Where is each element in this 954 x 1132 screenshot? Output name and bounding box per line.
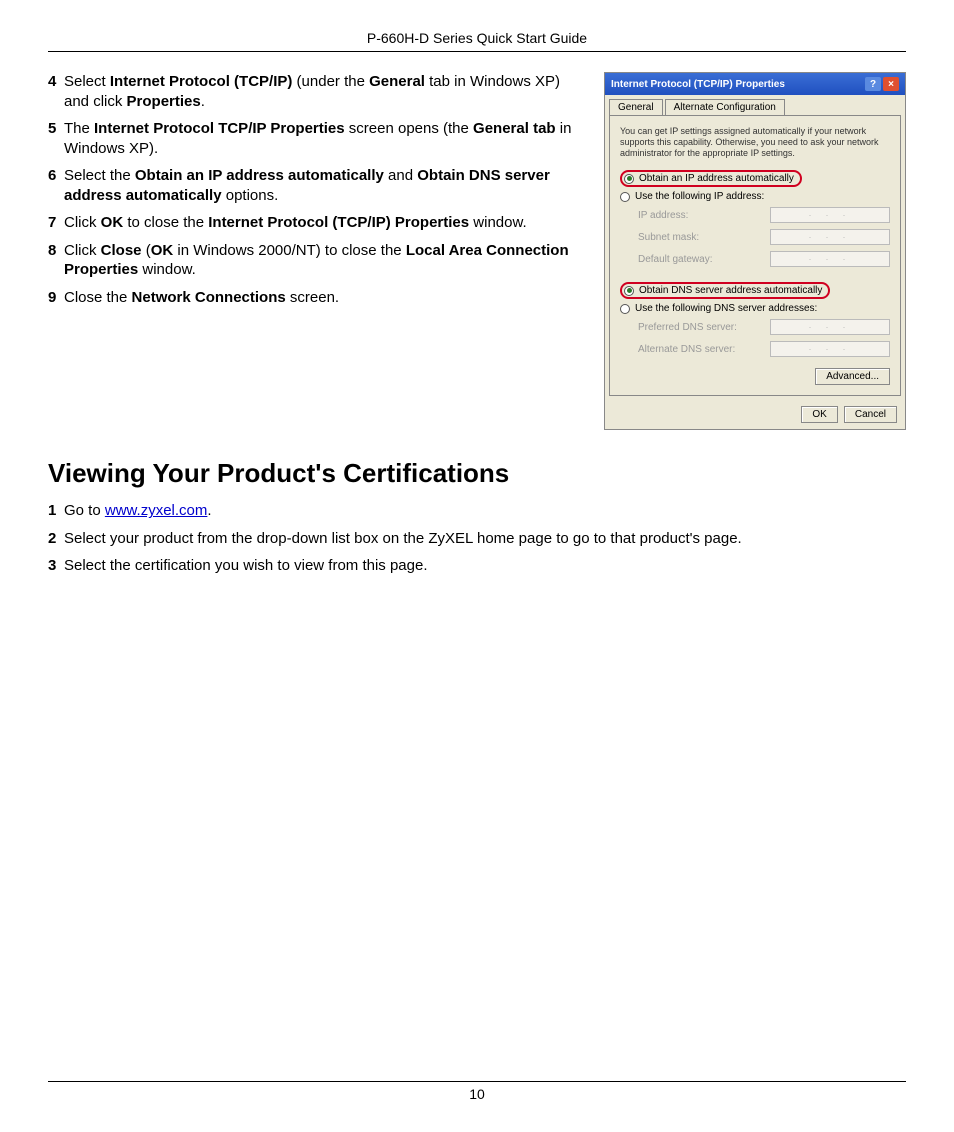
radio-ip-manual-label: Use the following IP address: [635, 191, 764, 202]
ok-button[interactable]: OK [801, 406, 837, 423]
external-link[interactable]: www.zyxel.com [105, 502, 208, 519]
mask-label: Subnet mask: [638, 232, 699, 243]
section-heading: Viewing Your Product's Certifications [48, 458, 906, 489]
step-text: Go to www.zyxel.com. [64, 501, 906, 521]
advanced-button[interactable]: Advanced... [815, 368, 890, 385]
step-item: 3Select the certification you wish to vi… [48, 556, 906, 576]
bold-text: Properties [127, 93, 201, 110]
step-item: 9Close the Network Connections screen. [48, 288, 588, 308]
page-number: 10 [48, 1081, 906, 1102]
tab-alternate[interactable]: Alternate Configuration [665, 99, 785, 115]
close-icon[interactable]: × [883, 77, 899, 91]
radio-icon [624, 174, 634, 184]
radio-ip-manual-row[interactable]: Use the following IP address: [620, 189, 890, 204]
step-number: 2 [48, 529, 64, 549]
bold-text: Internet Protocol (TCP/IP) [110, 73, 293, 90]
step-number: 1 [48, 501, 64, 521]
dialog-description: You can get IP settings assigned automat… [620, 126, 890, 158]
cancel-button[interactable]: Cancel [844, 406, 897, 423]
bold-text: OK [151, 242, 174, 259]
step-text: Select the certification you wish to vie… [64, 556, 906, 576]
steps-list-2: 1Go to www.zyxel.com.2Select your produc… [48, 501, 906, 576]
step-number: 3 [48, 556, 64, 576]
dns1-label: Preferred DNS server: [638, 322, 737, 333]
step-text: The Internet Protocol TCP/IP Properties … [64, 119, 588, 158]
ip-label: IP address: [638, 210, 688, 221]
step-number: 9 [48, 288, 64, 308]
step-item: 2Select your product from the drop-down … [48, 529, 906, 549]
radio-ip-auto-row[interactable]: Obtain an IP address automatically [620, 168, 890, 189]
dns2-input[interactable]: . . . [770, 341, 890, 357]
radio-icon [624, 286, 634, 296]
ip-input[interactable]: . . . [770, 207, 890, 223]
radio-dns-auto-row[interactable]: Obtain DNS server address automatically [620, 280, 890, 301]
gw-label: Default gateway: [638, 254, 713, 265]
step-number: 6 [48, 166, 64, 205]
step-number: 7 [48, 213, 64, 233]
step-text: Select your product from the drop-down l… [64, 529, 906, 549]
tab-general[interactable]: General [609, 99, 663, 115]
step-text: Close the Network Connections screen. [64, 288, 588, 308]
bold-text: General [369, 73, 425, 90]
bold-text: OK [101, 214, 124, 231]
dialog-titlebar: Internet Protocol (TCP/IP) Properties ? … [605, 73, 905, 95]
field-gw: Default gateway: . . . [620, 248, 890, 270]
radio-dns-manual-label: Use the following DNS server addresses: [635, 303, 817, 314]
step-text: Click Close (OK in Windows 2000/NT) to c… [64, 241, 588, 280]
bold-text: Internet Protocol TCP/IP Properties [94, 120, 345, 137]
mask-input[interactable]: . . . [770, 229, 890, 245]
bold-text: Network Connections [132, 289, 286, 306]
field-dns2: Alternate DNS server: . . . [620, 338, 890, 360]
tcpip-properties-dialog: Internet Protocol (TCP/IP) Properties ? … [604, 72, 906, 430]
bold-text: Obtain an IP address automatically [135, 167, 384, 184]
gw-input[interactable]: . . . [770, 251, 890, 267]
step-text: Select Internet Protocol (TCP/IP) (under… [64, 72, 588, 111]
steps-list-1: 4Select Internet Protocol (TCP/IP) (unde… [48, 72, 588, 430]
field-dns1: Preferred DNS server: . . . [620, 316, 890, 338]
page-header: P-660H-D Series Quick Start Guide [48, 30, 906, 52]
bold-text: General tab [473, 120, 556, 137]
radio-ip-auto-label: Obtain an IP address automatically [639, 173, 794, 184]
step-item: 8Click Close (OK in Windows 2000/NT) to … [48, 241, 588, 280]
field-mask: Subnet mask: . . . [620, 226, 890, 248]
step-item: 1Go to www.zyxel.com. [48, 501, 906, 521]
radio-icon [620, 192, 630, 202]
radio-dns-manual-row[interactable]: Use the following DNS server addresses: [620, 301, 890, 316]
step-item: 7Click OK to close the Internet Protocol… [48, 213, 588, 233]
step-number: 4 [48, 72, 64, 111]
step-item: 4Select Internet Protocol (TCP/IP) (unde… [48, 72, 588, 111]
field-ip: IP address: . . . [620, 204, 890, 226]
dialog-tabs: General Alternate Configuration [605, 95, 905, 115]
step-text: Select the Obtain an IP address automati… [64, 166, 588, 205]
step-number: 5 [48, 119, 64, 158]
dialog-title: Internet Protocol (TCP/IP) Properties [611, 79, 785, 90]
dialog-body: You can get IP settings assigned automat… [609, 115, 901, 396]
radio-icon [620, 304, 630, 314]
dns2-label: Alternate DNS server: [638, 344, 735, 355]
step-item: 6Select the Obtain an IP address automat… [48, 166, 588, 205]
bold-text: Internet Protocol (TCP/IP) Properties [208, 214, 469, 231]
bold-text: Close [101, 242, 142, 259]
dns1-input[interactable]: . . . [770, 319, 890, 335]
step-number: 8 [48, 241, 64, 280]
help-icon[interactable]: ? [865, 77, 881, 91]
radio-dns-auto-label: Obtain DNS server address automatically [639, 285, 822, 296]
step-item: 5The Internet Protocol TCP/IP Properties… [48, 119, 588, 158]
step-text: Click OK to close the Internet Protocol … [64, 213, 588, 233]
